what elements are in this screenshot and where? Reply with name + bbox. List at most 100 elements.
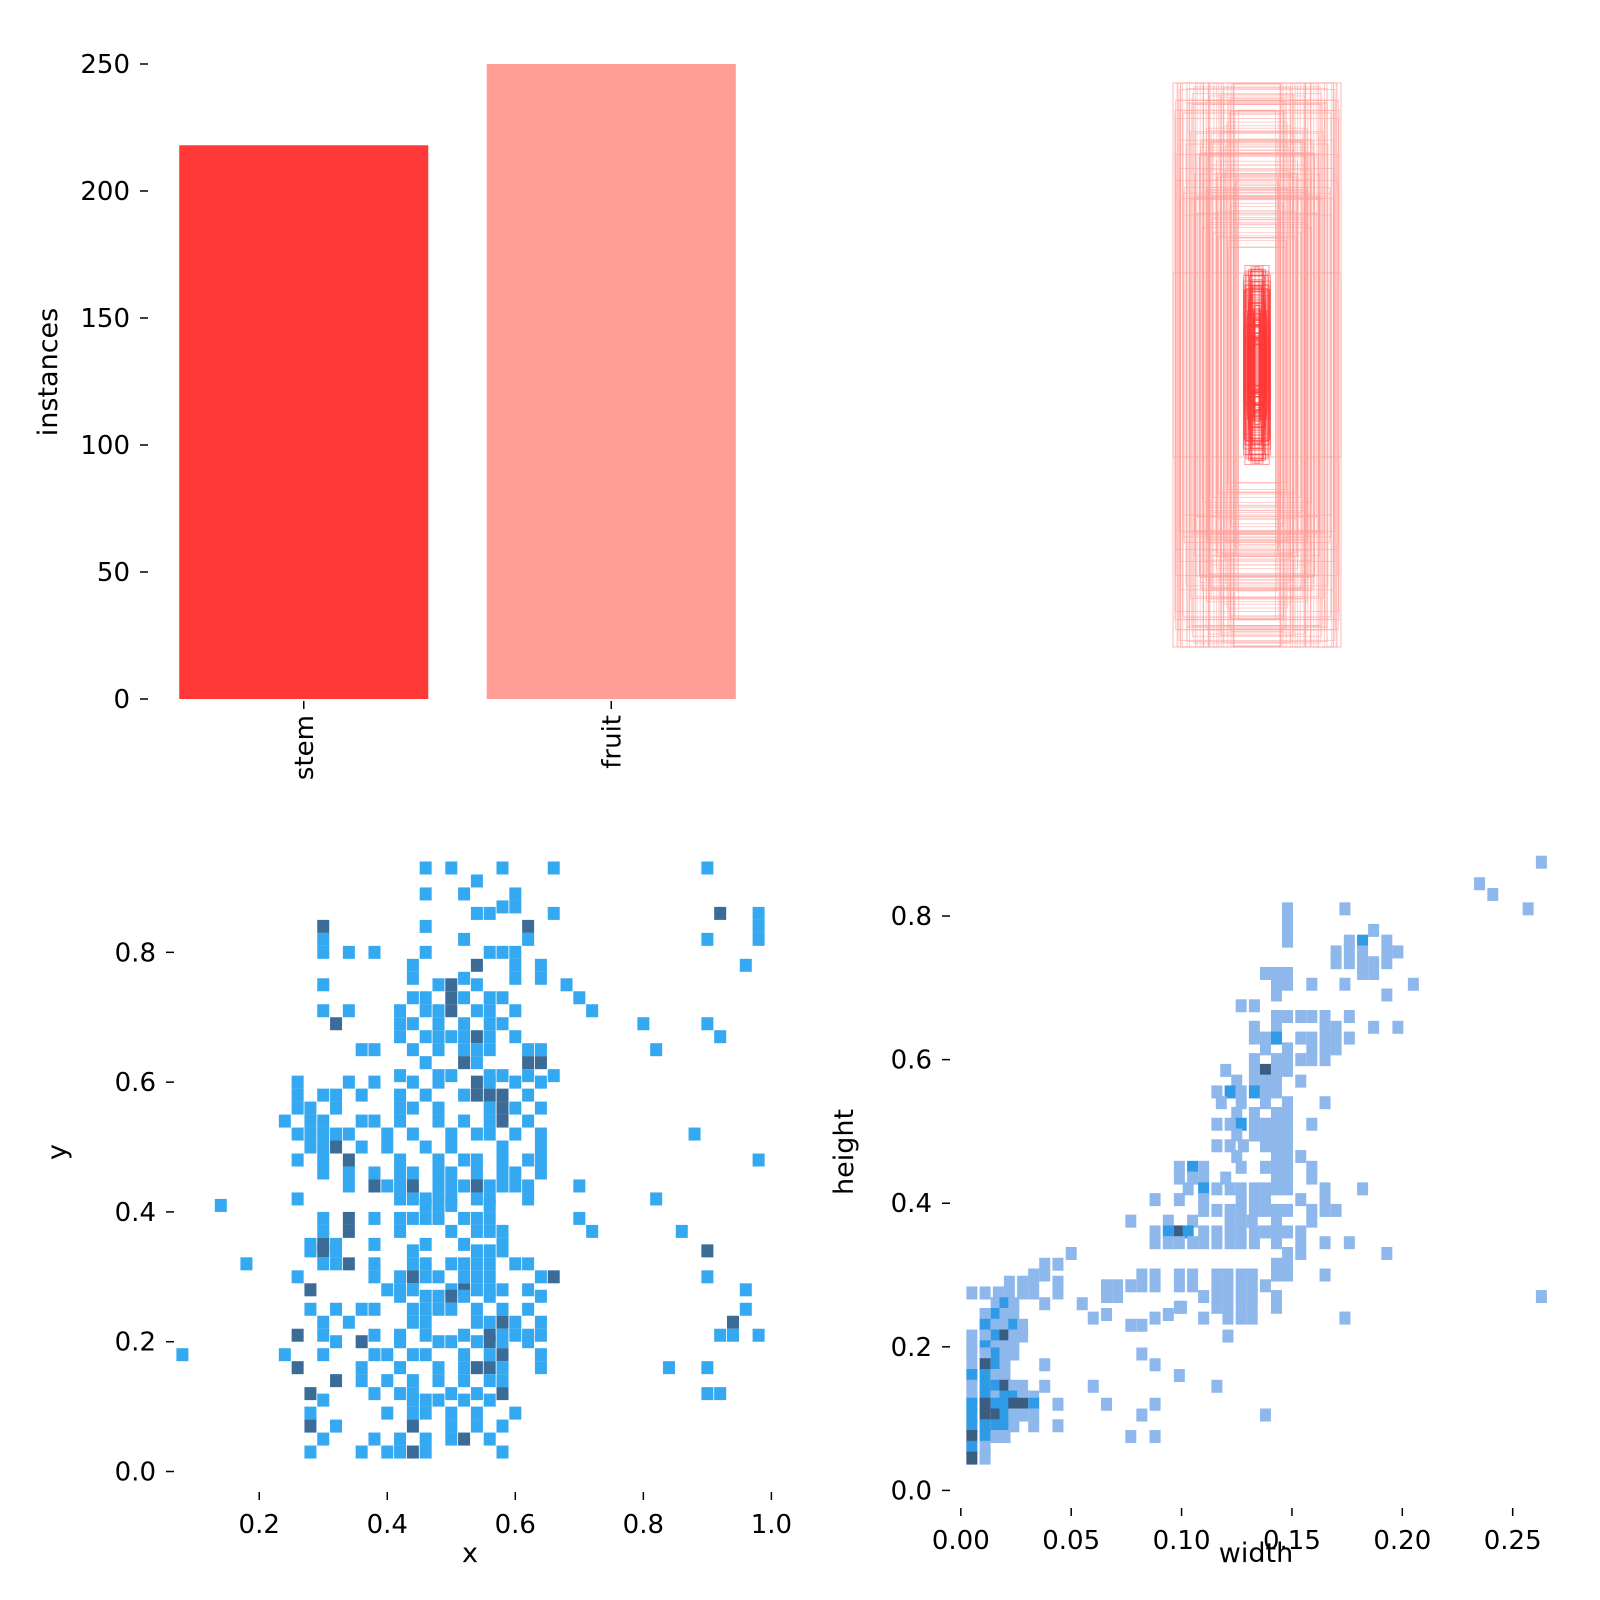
bar-y-tick-label: 250 — [80, 50, 130, 80]
heatmap-cell — [432, 1211, 445, 1225]
heatmap-cell — [432, 1393, 445, 1407]
heatmap-cell — [1270, 966, 1282, 980]
heatmap-cell — [1112, 1279, 1124, 1293]
heatmap-cell — [432, 978, 445, 992]
heatmap-cell — [496, 1224, 509, 1238]
heatmap-cell — [445, 978, 458, 992]
heatmap-cell — [483, 1270, 496, 1284]
heatmap-cell — [999, 1347, 1011, 1361]
heatmap-cell — [1270, 1085, 1282, 1099]
heatmap-cell — [445, 1419, 458, 1433]
heatmap-cell — [1270, 1063, 1282, 1077]
heatmap-cell — [445, 1069, 458, 1083]
heatmap-cell — [1224, 1139, 1236, 1153]
heatmap-cell — [637, 1017, 650, 1031]
heatmap-cell — [586, 1224, 599, 1238]
heatmap-cell — [1248, 1085, 1260, 1099]
heatmap-cell — [445, 991, 458, 1005]
heatmap-cell — [496, 900, 509, 914]
heatmap-cell — [342, 1315, 355, 1329]
heatmap-cell — [1270, 1010, 1282, 1024]
label-box — [1246, 287, 1268, 443]
heatmap-cell — [1198, 1160, 1210, 1174]
heatmap-cell — [483, 1224, 496, 1238]
heatmap-cell — [534, 1056, 547, 1070]
heatmap-cell — [355, 1140, 368, 1154]
heatmap-cell — [1136, 1318, 1148, 1332]
heatmap-cell — [496, 1445, 509, 1459]
heatmap-cell — [1136, 1279, 1148, 1293]
heatmap-cell — [979, 1430, 991, 1444]
heatmap-cell — [445, 1335, 458, 1349]
heatmap-cell — [342, 1127, 355, 1141]
heatmap-cell — [483, 1075, 496, 1089]
heatmap-cell — [419, 1140, 432, 1154]
heatmap-cell — [406, 1127, 419, 1141]
heatmap-cell — [1198, 1203, 1210, 1217]
heatmap-cell — [1231, 1128, 1243, 1142]
heatmap-cell — [1381, 956, 1393, 970]
heatmap-cell — [1211, 1225, 1223, 1239]
label-box — [1223, 125, 1291, 605]
heatmap-cell — [1224, 1085, 1236, 1099]
heatmap-cell — [496, 1114, 509, 1128]
heatmap-cell — [1343, 945, 1355, 959]
heatmap-cell — [1008, 1397, 1020, 1411]
heatmap-cell — [1222, 1329, 1234, 1343]
heatmap-cell — [1052, 1397, 1064, 1411]
heatmap-cell — [394, 1432, 407, 1446]
heatmap-cell — [992, 1286, 1004, 1300]
heatmap-cell — [458, 1257, 471, 1271]
heatmap-cell — [432, 1361, 445, 1375]
heatmap-cell — [979, 1340, 991, 1354]
heatmap-cell — [1231, 1074, 1243, 1088]
heatmap-cell — [534, 1328, 547, 1342]
heatmap-cell — [1008, 1297, 1020, 1311]
heatmap-cell — [979, 1440, 991, 1454]
y-tick-label: 0.0 — [115, 1458, 156, 1488]
heatmap-cell — [1248, 1193, 1260, 1207]
bar-x-tick-label: stem — [290, 715, 320, 780]
heatmap-cell — [445, 1127, 458, 1141]
heatmap-cell — [419, 1445, 432, 1459]
heatmap-cell — [1259, 1203, 1271, 1217]
class-instances-bar-chart: instances 0 50 100 150 200 250 stem fruit — [33, 50, 736, 780]
heatmap-cell — [1270, 988, 1282, 1002]
heatmap-cell — [990, 1358, 1002, 1372]
heatmap-cell — [1173, 1369, 1185, 1383]
heatmap-cell — [394, 1114, 407, 1128]
heatmap-cell — [406, 1101, 419, 1115]
heatmap-cell — [999, 1308, 1011, 1322]
x-tick-label: 0.05 — [1042, 1526, 1100, 1556]
heatmap-cell — [470, 1335, 483, 1349]
heatmap-cell — [1125, 1318, 1137, 1332]
heatmap-cell — [522, 1069, 535, 1083]
x-tick-label: 1.0 — [751, 1510, 792, 1540]
heatmap-cell — [342, 1004, 355, 1018]
heatmap-cell — [355, 1114, 368, 1128]
heatmap-cell — [1017, 1329, 1029, 1343]
heatmap-cell — [1224, 1236, 1236, 1250]
heatmap-cell — [1222, 1279, 1234, 1293]
heatmap-cell — [1162, 1308, 1174, 1322]
heatmap-cell — [1343, 956, 1355, 970]
heatmap-cell — [470, 1056, 483, 1070]
heatmap-cell — [990, 1369, 1002, 1383]
heatmap-cell — [1248, 1236, 1260, 1250]
heatmap-cell — [483, 1432, 496, 1446]
heatmap-cell — [1282, 1225, 1294, 1239]
heatmap-cell — [1319, 1020, 1331, 1034]
heatmap-cell — [483, 1361, 496, 1375]
heatmap-cell — [432, 1004, 445, 1018]
heatmap-cell — [1125, 1214, 1137, 1228]
heatmap-cell — [1392, 1020, 1404, 1034]
heatmap-cell — [496, 861, 509, 875]
heatmap-cell — [1028, 1397, 1040, 1411]
heatmap-cell — [317, 978, 330, 992]
heatmap-cell — [999, 1329, 1011, 1343]
heatmap-cell — [291, 1328, 304, 1342]
heatmap-cell — [368, 1166, 381, 1180]
heatmap-cell — [990, 1397, 1002, 1411]
x-tick-label: 0.2 — [239, 1510, 280, 1540]
heatmap-cell — [534, 1315, 547, 1329]
